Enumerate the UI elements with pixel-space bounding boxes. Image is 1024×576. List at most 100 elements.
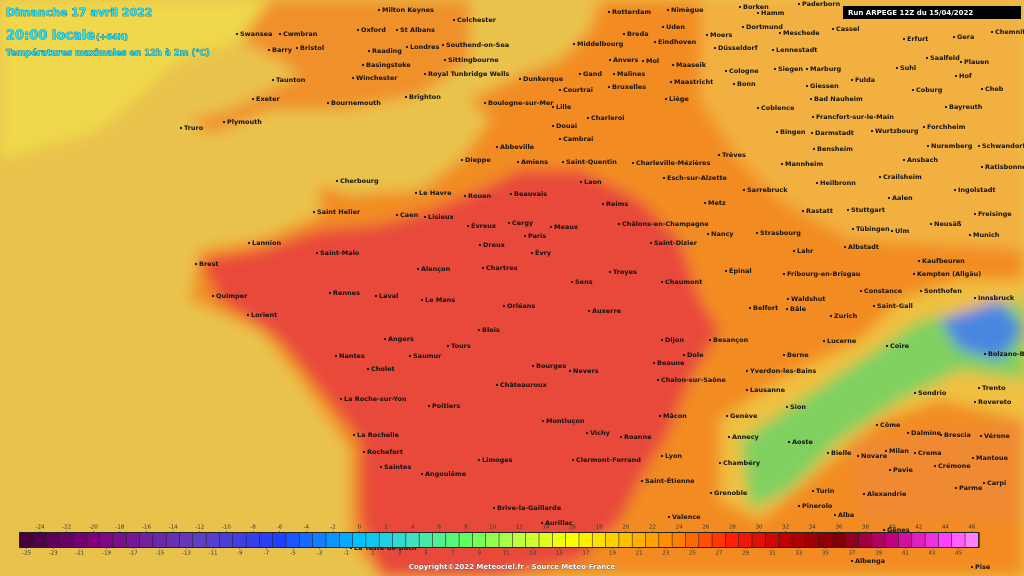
city-label: Saumur — [413, 352, 442, 360]
colorbar-swatch — [486, 533, 499, 547]
city-label: Meschede — [783, 29, 820, 37]
colorbar-swatch — [619, 533, 632, 547]
tick-label: 42 — [915, 525, 922, 531]
city-label: Colchester — [457, 16, 497, 24]
city-dot — [872, 304, 876, 308]
city-label: Eindhoven — [658, 38, 697, 46]
colorbar-swatch — [739, 533, 752, 547]
colorbar-swatch — [659, 533, 672, 547]
city-dot — [890, 229, 894, 233]
city-dot — [756, 11, 760, 15]
city-label: Kempten (Allgäu) — [917, 270, 981, 278]
colorbar-swatch — [858, 533, 872, 547]
city-label: Le Mans — [425, 296, 455, 304]
city-dot — [850, 559, 854, 563]
colorbar-swatch — [366, 533, 379, 547]
city-dot — [366, 367, 370, 371]
colorbar-swatch — [86, 533, 100, 547]
city-label: Lennestadt — [776, 46, 817, 54]
city-dot — [913, 391, 917, 395]
city-label: Saint-Étienne — [645, 476, 695, 485]
city-label: Grenoble — [714, 489, 748, 497]
city-label: Basingstoke — [366, 61, 411, 69]
colorbar-swatch — [699, 533, 712, 547]
colorbar-swatch — [153, 533, 166, 547]
colorbar-swatch — [605, 533, 619, 547]
city-label: Francfort-sur-le-Main — [816, 113, 894, 121]
city-dot — [660, 454, 664, 458]
tick-label: 22 — [649, 525, 656, 531]
city-dot — [831, 27, 835, 31]
city-label: Malines — [617, 70, 645, 78]
colorbar-swatch — [725, 533, 739, 547]
city-label: Fribourg-en-Brisgau — [787, 270, 861, 278]
tick-label: -3 — [317, 551, 323, 557]
colorbar-swatch — [432, 533, 446, 547]
city-label: Bristol — [300, 44, 324, 52]
colorbar-swatch — [685, 533, 699, 547]
tick-label: 8 — [464, 525, 468, 531]
city-dot — [179, 126, 183, 130]
colorbar-swatch — [898, 533, 912, 547]
colorbar-swatch — [752, 533, 766, 547]
city-dot — [561, 160, 565, 164]
city-label: Paderborn — [802, 0, 841, 8]
city-label: Ratisbonne — [985, 163, 1024, 171]
city-dot — [414, 191, 418, 195]
city-dot — [246, 313, 250, 317]
tick-label: -7 — [264, 551, 270, 557]
city-dot — [952, 35, 956, 39]
city-label: Dortmund — [746, 23, 783, 31]
city-label: Nuremberg — [931, 142, 973, 150]
city-label: Suhl — [900, 64, 916, 72]
tick-label: 7 — [451, 551, 455, 557]
city-dot — [667, 515, 671, 519]
city-label: Évreux — [471, 221, 497, 230]
city-dot — [518, 77, 522, 81]
city-label: Mantoue — [976, 454, 1009, 462]
city-dot — [682, 353, 686, 357]
city-label: Bolzano-Bo — [988, 350, 1024, 358]
colorbar-swatch — [645, 533, 659, 547]
city-dot — [541, 419, 545, 423]
city-dot — [977, 386, 981, 390]
city-label: Sondrio — [918, 389, 947, 397]
city-label: Épinal — [729, 266, 752, 275]
city-label: La Roche-sur-Yon — [344, 395, 407, 403]
tick-label: -20 — [89, 525, 98, 531]
city-dot — [612, 72, 616, 76]
city-dot — [748, 306, 752, 310]
city-label: Cholet — [371, 365, 395, 373]
city-label: Schwandorf — [982, 142, 1024, 150]
city-label: Swansea — [240, 30, 272, 38]
tick-label: 27 — [716, 551, 723, 557]
colorbar-swatch — [126, 533, 140, 547]
credit: Copyright©2022 Meteociel.fr - Source Met… — [409, 563, 616, 571]
colorbar-swatch — [912, 533, 925, 547]
city-label: Dalmine — [911, 429, 942, 437]
tick-label: 24 — [676, 525, 683, 531]
city-label: Siegen — [778, 65, 803, 73]
city-dot — [446, 344, 450, 348]
colorbar-swatch — [565, 533, 579, 547]
city-label: Barry — [272, 46, 293, 54]
city-label: Waldshut — [791, 295, 825, 303]
city-label: Brive-la-Gaillarde — [497, 504, 562, 512]
city-dot — [797, 504, 801, 508]
city-label: Bruxelles — [612, 83, 646, 91]
city-dot — [416, 267, 420, 271]
city-dot — [405, 45, 409, 49]
city-label: Marburg — [810, 65, 842, 73]
city-dot — [379, 465, 383, 469]
city-dot — [362, 450, 366, 454]
city-label: Cambrai — [563, 135, 593, 143]
tick-label: 12 — [516, 525, 523, 531]
city-label: Sarrebruck — [747, 186, 788, 194]
city-label: Chartres — [486, 264, 518, 272]
colorbar-swatch — [312, 533, 326, 547]
city-label: Rochefort — [367, 448, 403, 456]
city-label: Blois — [482, 326, 500, 334]
city-label: Montluçon — [546, 417, 585, 425]
city-label: Albenga — [855, 557, 885, 565]
